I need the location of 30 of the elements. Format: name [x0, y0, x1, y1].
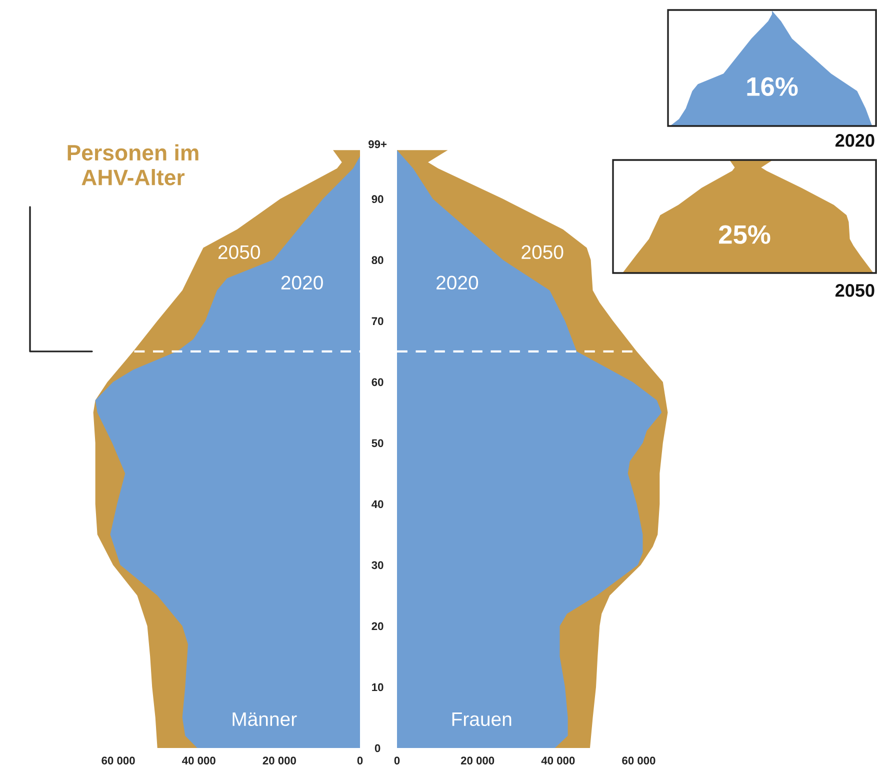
series-label: 2020 [436, 276, 478, 290]
x-tick-label: 0 [357, 756, 363, 764]
y-tick-label: 20 [372, 622, 384, 630]
text: 16% [747, 77, 798, 96]
series-label: 2020 [281, 276, 323, 290]
y-tick-label: 99+ [368, 140, 387, 148]
y-tick-label: 80 [372, 256, 384, 264]
x-tick-label: 40 000 [182, 756, 216, 764]
y-tick-label: 10 [372, 683, 384, 692]
text: 25% [719, 225, 770, 244]
y-tick-label: 60 [372, 378, 384, 386]
x-tick-label: 20 000 [262, 756, 296, 764]
x-tick-label: 40 000 [541, 756, 575, 764]
x-tick-label: 20 000 [460, 756, 494, 764]
text: 2050 [835, 284, 874, 297]
y-tick-label: 90 [372, 195, 384, 204]
x-tick-label: 0 [394, 756, 400, 764]
y-tick-label: 50 [372, 439, 384, 448]
annotation: Frauen [452, 712, 512, 726]
y-tick-label: 30 [372, 561, 384, 570]
x-tick-label: 60 000 [102, 756, 135, 764]
y-tick-label: 70 [372, 317, 384, 326]
annotation: Männer [232, 712, 297, 726]
series-label: 2050 [218, 245, 260, 260]
series-label: 2050 [522, 245, 564, 260]
y-tick-label: 40 [372, 500, 384, 508]
x-tick-label: 60 000 [622, 756, 656, 764]
annotation: Personen im AHV-Alter [68, 144, 198, 186]
y-tick-label: 0 [374, 744, 380, 752]
text: 2020 [835, 134, 874, 147]
